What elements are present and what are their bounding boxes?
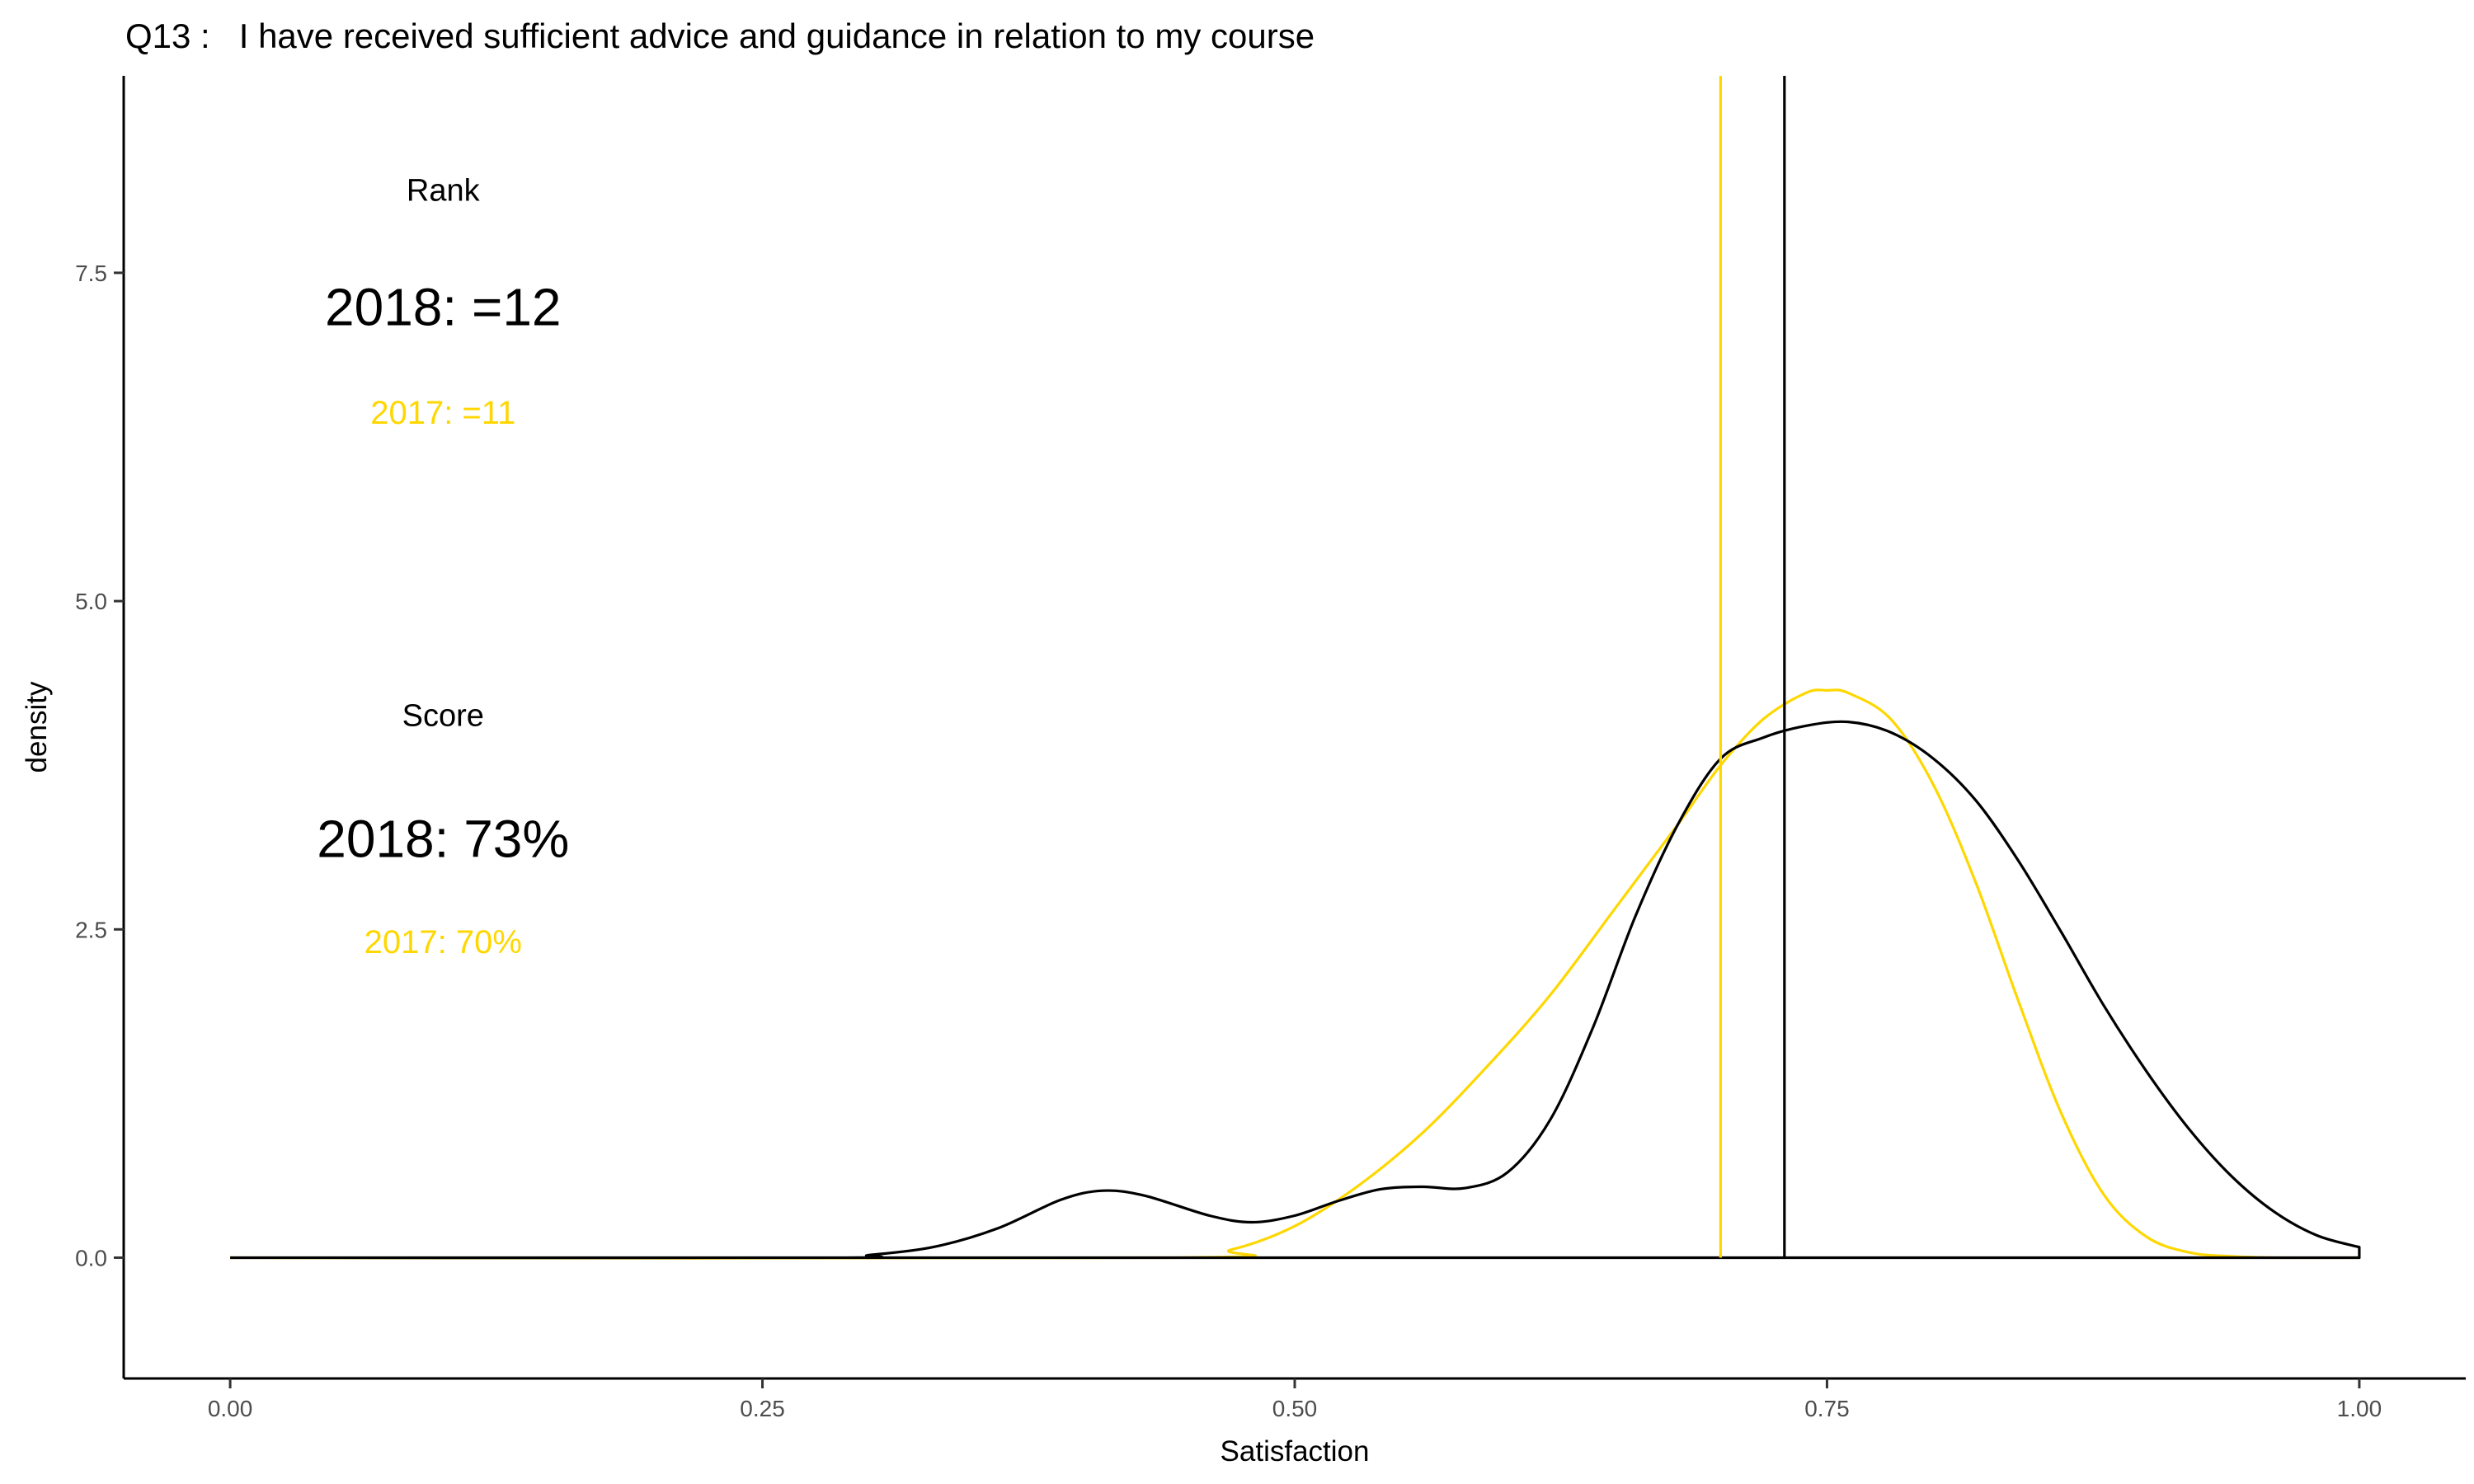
score-2018-label: 2018: 73% — [317, 810, 569, 869]
vline-layer — [1719, 76, 1786, 1258]
x-tick-label: 0.50 — [1272, 1396, 1318, 1421]
y-tick-label: 7.5 — [75, 261, 107, 286]
x-tick-label: 0.00 — [208, 1396, 253, 1421]
y-axis-ticks: 0.0 2.5 5.0 7.5 — [75, 261, 124, 1270]
chart-title: Q13 : I have received sufficient advice … — [125, 16, 1315, 55]
y-tick-label: 5.0 — [75, 589, 107, 614]
score-2017-label: 2017: 70% — [365, 924, 522, 960]
score-heading: Score — [402, 698, 484, 733]
rank-2018-label: 2018: =12 — [325, 278, 562, 337]
series-layer — [230, 688, 2361, 1260]
y-axis-title: density — [21, 681, 53, 773]
density-curve-2018 — [230, 720, 2361, 1260]
rank-heading: Rank — [407, 173, 481, 208]
rank-2017-label: 2017: =11 — [370, 395, 515, 431]
y-tick-label: 0.0 — [75, 1245, 107, 1270]
x-axis-ticks: 0.00 0.25 0.50 0.75 1.00 — [208, 1378, 2382, 1421]
density-curve-2017 — [230, 688, 2359, 1260]
x-tick-label: 0.25 — [740, 1396, 785, 1421]
y-tick-label: 2.5 — [75, 917, 107, 942]
x-tick-label: 1.00 — [2337, 1396, 2382, 1421]
x-tick-label: 0.75 — [1804, 1396, 1850, 1421]
x-axis-title: Satisfaction — [1221, 1435, 1370, 1468]
annotation-layer: Rank 2018: =12 2017: =11 Score 2018: 73%… — [317, 173, 569, 960]
